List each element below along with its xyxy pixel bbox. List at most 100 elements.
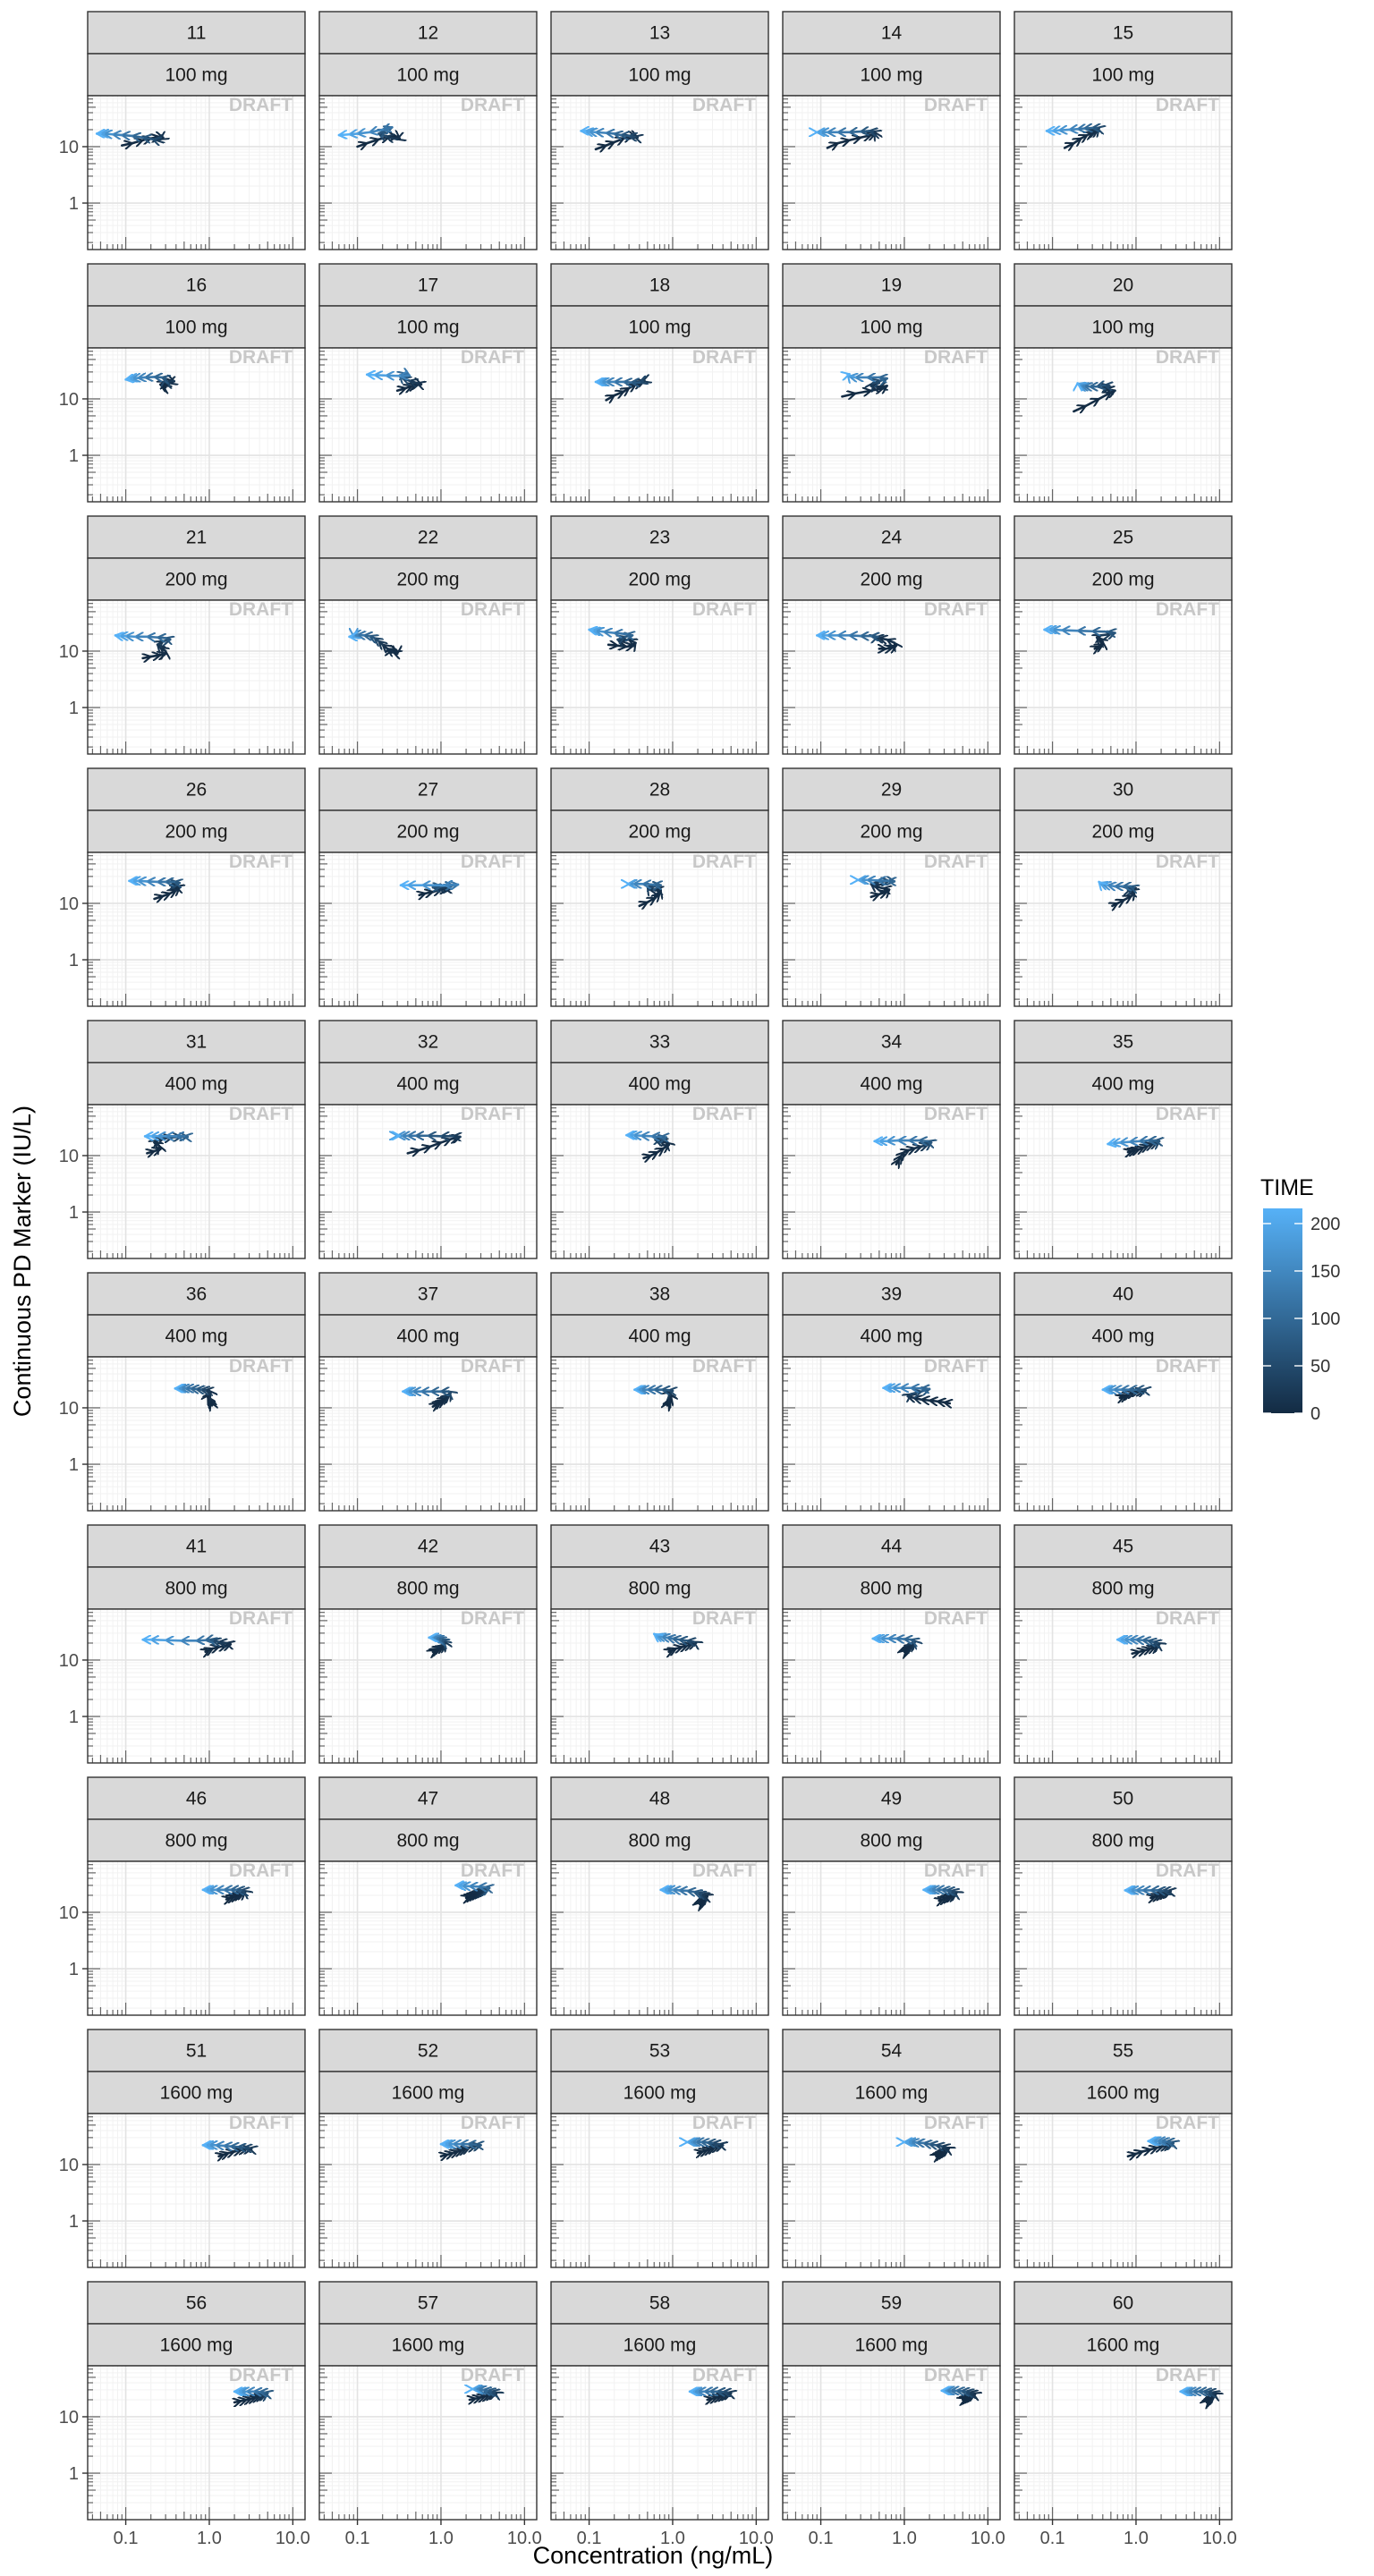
strip-id [550, 1020, 769, 1063]
strip-dose-label: 200 mg [860, 570, 922, 590]
draft-watermark: DRAFT [1156, 1860, 1219, 1881]
strip-dose [1014, 1314, 1233, 1358]
strip-dose-label: 400 mg [628, 1326, 691, 1347]
log-ticks [1014, 1864, 1220, 2015]
strip-id-label: 43 [649, 1537, 670, 1557]
data-segment [1099, 634, 1111, 635]
panel-border [1014, 852, 1233, 1007]
strip-id-label: 32 [418, 1032, 438, 1053]
log-ticks [1014, 603, 1220, 754]
strip-id-label: 50 [1113, 1789, 1133, 1809]
log-ticks [88, 98, 293, 250]
data-segment [385, 376, 402, 377]
strip-dose-label: 200 mg [1091, 822, 1154, 843]
draft-watermark: DRAFT [461, 852, 524, 872]
panel-border [318, 347, 538, 503]
log-ticks [88, 351, 293, 502]
log-ticks [1014, 98, 1220, 250]
draft-watermark: DRAFT [692, 1860, 756, 1881]
draft-watermark: DRAFT [229, 1860, 293, 1881]
data-segment [604, 631, 615, 632]
strip-id-label: 16 [186, 275, 207, 296]
strip-dose [87, 1818, 306, 1862]
data-segment [866, 880, 879, 881]
data-segment [850, 635, 862, 636]
panel-border [550, 852, 769, 1007]
data-segment [1107, 631, 1115, 632]
strip-dose [318, 1818, 538, 1862]
panel-border [87, 1104, 306, 1259]
panel-border [782, 1356, 1001, 1512]
draft-watermark: DRAFT [461, 1104, 524, 1124]
panel-border [782, 1608, 1001, 1764]
strip-dose [318, 1062, 538, 1106]
data-segment [428, 1142, 441, 1146]
draft-watermark: DRAFT [1156, 95, 1219, 115]
strip-id [1014, 11, 1233, 55]
data-segment [606, 645, 617, 646]
strip-dose [87, 305, 306, 349]
strip-dose-label: 400 mg [396, 1326, 459, 1347]
strip-id [1014, 515, 1233, 559]
data-segment [1107, 1143, 1112, 1144]
data-segment [1120, 1142, 1132, 1143]
data-segment [339, 134, 351, 135]
data-segment [1097, 386, 1105, 387]
strip-id-label: 12 [418, 23, 438, 44]
data-segment [1070, 129, 1079, 130]
data-segment [606, 133, 615, 134]
y-tick-label: 10 [59, 1147, 79, 1166]
draft-watermark: DRAFT [461, 347, 524, 368]
log-ticks [88, 603, 293, 754]
log-ticks [551, 603, 757, 754]
panel-border [318, 852, 538, 1007]
strip-dose [550, 1062, 769, 1106]
panel-border [782, 852, 1001, 1007]
log-ticks [1014, 1612, 1220, 1763]
data-segment [1053, 630, 1064, 631]
strip-dose-label: 200 mg [165, 822, 227, 843]
strip-dose [1014, 1818, 1233, 1862]
data-segment [197, 1640, 207, 1641]
data-segment [149, 655, 161, 657]
data-segment [113, 134, 123, 135]
strip-dose-label: 100 mg [1091, 65, 1154, 86]
log-ticks [88, 1612, 293, 1763]
data-segment [841, 394, 855, 397]
strip-id-label: 25 [1113, 528, 1133, 548]
log-ticks [783, 1612, 988, 1763]
strip-id [318, 263, 538, 307]
strip-id-label: 41 [186, 1537, 207, 1557]
draft-watermark: DRAFT [924, 599, 988, 620]
data-segment [616, 646, 627, 647]
data-segment [126, 379, 130, 380]
strip-id-label: 37 [418, 1284, 438, 1305]
log-ticks [319, 98, 525, 250]
draft-watermark: DRAFT [229, 1104, 293, 1124]
draft-watermark: DRAFT [229, 347, 293, 368]
strip-dose-label: 200 mg [165, 570, 227, 590]
strip-dose-label: 200 mg [1091, 570, 1154, 590]
y-tick-label: 1 [69, 1455, 79, 1475]
strip-id [87, 2029, 306, 2072]
panel-border [550, 1356, 769, 1512]
log-ticks [88, 2116, 293, 2267]
log-ticks [319, 1107, 525, 1258]
draft-watermark: DRAFT [461, 1608, 524, 1629]
log-ticks [1014, 855, 1220, 1006]
strip-id-label: 36 [186, 1284, 207, 1305]
panel-border [87, 1608, 306, 1764]
strip-id-label: 20 [1113, 275, 1133, 296]
draft-watermark: DRAFT [229, 1608, 293, 1629]
strip-dose [87, 53, 306, 97]
strip-id [782, 1524, 1001, 1568]
data-segment [679, 1890, 689, 1891]
